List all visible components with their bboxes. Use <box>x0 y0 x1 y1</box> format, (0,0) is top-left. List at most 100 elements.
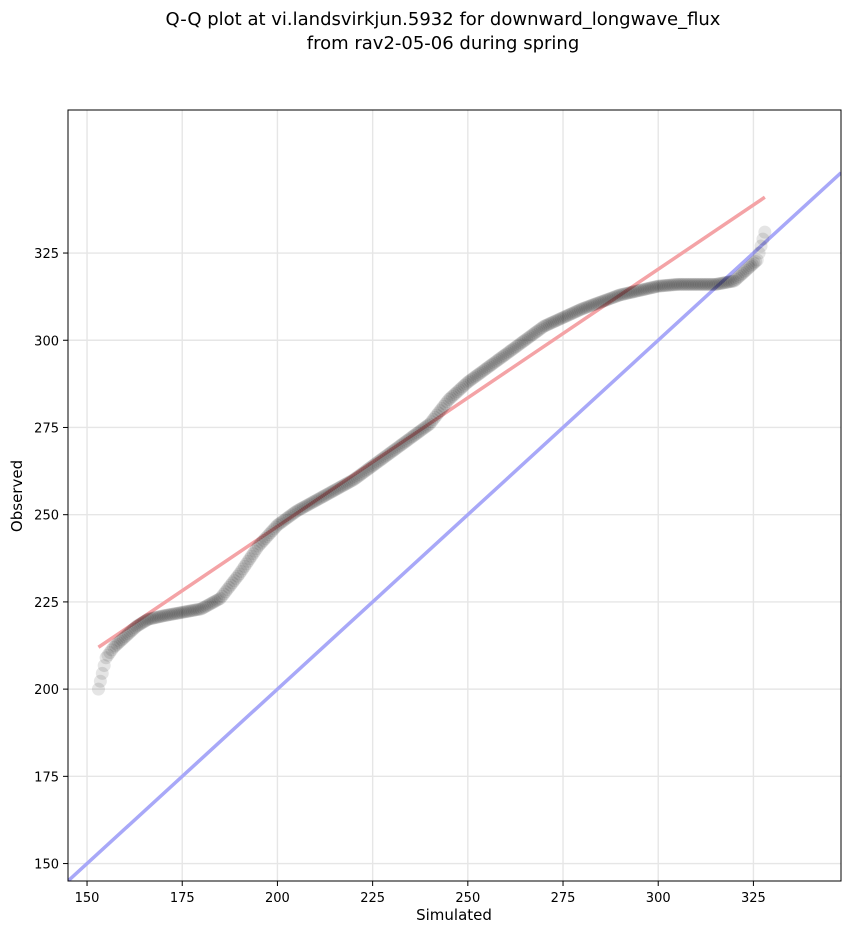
qq-point <box>260 530 274 544</box>
qq-point <box>570 304 584 318</box>
qq-point <box>495 350 509 364</box>
qq-point <box>558 310 572 324</box>
qq-point <box>232 567 246 581</box>
x-tick-label: 200 <box>265 891 290 906</box>
qq-point <box>480 361 494 375</box>
qq-point <box>667 278 681 292</box>
qq-point <box>656 279 670 293</box>
qq-point <box>700 277 714 291</box>
qq-point <box>629 284 643 298</box>
qq-point <box>466 371 480 385</box>
qq-point <box>672 277 686 291</box>
qq-point <box>476 364 490 378</box>
qq-point <box>118 630 132 644</box>
qq-point <box>707 277 721 291</box>
qq-point <box>437 399 451 413</box>
x-tick-label: 250 <box>455 891 480 906</box>
qq-point <box>103 645 117 659</box>
x-axis-ticks: 150 175 200 225 250 275 300 325 <box>75 881 766 906</box>
qq-point <box>236 562 250 576</box>
qq-point <box>293 502 307 516</box>
qq-point <box>283 509 297 523</box>
qq-point <box>126 622 140 636</box>
qq-point <box>347 473 361 487</box>
qq-point <box>632 284 646 298</box>
qq-point <box>272 517 286 531</box>
qq-point <box>352 469 366 483</box>
qq-point <box>670 277 684 291</box>
qq-point <box>639 282 653 296</box>
qq-point <box>187 603 201 617</box>
qq-point <box>468 370 482 384</box>
qq-point <box>296 500 310 514</box>
qq-point <box>243 552 257 566</box>
qq-point <box>255 535 269 549</box>
x-tick-label: 325 <box>741 891 766 906</box>
qq-point <box>357 465 371 479</box>
qq-point <box>744 259 758 273</box>
qq-point <box>411 426 425 440</box>
qq-point <box>435 401 449 415</box>
qq-point <box>747 256 761 270</box>
qq-point <box>130 619 144 633</box>
qq-point <box>727 274 741 288</box>
qq-point <box>367 458 381 472</box>
qq-point <box>450 385 464 399</box>
qq-point <box>694 277 708 291</box>
qq-point <box>648 280 662 294</box>
qq-point <box>710 277 724 291</box>
qq-point <box>431 406 445 420</box>
qq-point <box>253 537 267 551</box>
qq-point <box>618 287 632 301</box>
qq-point <box>592 296 606 310</box>
qq-point <box>712 277 726 291</box>
qq-point <box>224 578 238 592</box>
qq-point <box>534 322 548 336</box>
qq-point <box>708 277 722 291</box>
qq-point <box>471 368 485 382</box>
qq-point <box>239 557 253 571</box>
qq-point <box>322 486 336 500</box>
qq-point <box>489 355 503 369</box>
y-tick-label: 150 <box>34 858 59 873</box>
qq-point <box>582 299 596 313</box>
qq-point <box>177 605 191 619</box>
qq-point <box>430 408 444 422</box>
qq-point <box>523 329 537 343</box>
qq-point <box>497 348 511 362</box>
data-points <box>91 225 772 696</box>
qq-point <box>499 347 513 361</box>
qq-point <box>310 493 324 507</box>
qq-point <box>210 593 224 607</box>
qq-point <box>688 277 702 291</box>
qq-point <box>222 580 236 594</box>
qq-point <box>549 314 563 328</box>
qq-point <box>421 418 435 432</box>
qq-point <box>714 276 728 290</box>
qq-point <box>731 271 745 285</box>
qq-point <box>433 404 447 418</box>
qq-point <box>146 611 160 625</box>
qq-point <box>300 498 314 512</box>
qq-point <box>373 454 387 468</box>
qq-point <box>544 316 558 330</box>
qq-point <box>219 585 233 599</box>
qq-point <box>116 631 130 645</box>
qq-point <box>445 389 459 403</box>
qq-point <box>658 279 672 293</box>
qq-point <box>610 289 624 303</box>
qq-point <box>153 610 167 624</box>
qq-point <box>457 378 471 392</box>
qq-point <box>630 284 644 298</box>
qq-point <box>225 576 239 590</box>
qq-point <box>409 427 423 441</box>
qq-point <box>274 516 288 530</box>
qq-point <box>693 277 707 291</box>
qq-point <box>649 280 663 294</box>
qq-point <box>679 277 693 291</box>
qq-point <box>604 291 618 305</box>
qq-point <box>289 504 303 518</box>
y-tick-label: 200 <box>34 683 59 698</box>
qq-point <box>561 308 575 322</box>
qq-point <box>703 277 717 291</box>
